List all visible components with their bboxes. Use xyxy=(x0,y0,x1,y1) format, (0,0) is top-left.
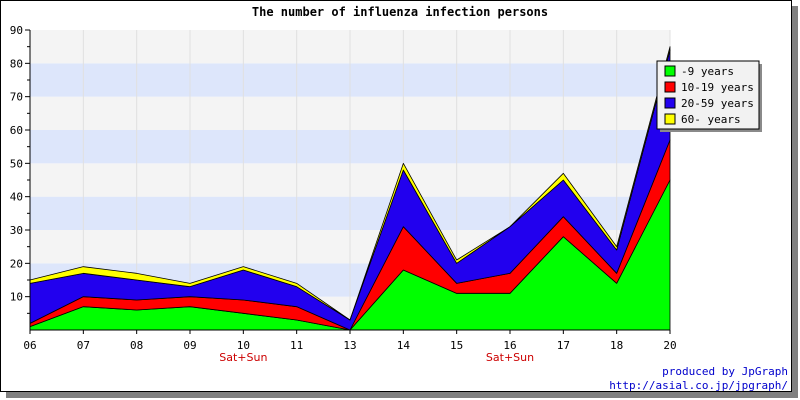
frame-shadow-bottom xyxy=(6,392,798,398)
y-tick-label: 30 xyxy=(10,224,23,237)
y-tick-label: 40 xyxy=(10,191,23,204)
y-tick-label: 60 xyxy=(10,124,23,137)
y-tick-label: 90 xyxy=(10,24,23,37)
x-tick-label: 18 xyxy=(610,339,623,352)
x-tick-label: 09 xyxy=(183,339,196,352)
x-tick-label: 16 xyxy=(503,339,516,352)
legend-label-4: 60- years xyxy=(681,113,741,126)
x-tick-label: 13 xyxy=(343,339,356,352)
frame-shadow-right xyxy=(792,6,798,398)
legend-swatch-4 xyxy=(664,113,676,125)
legend-swatch-1 xyxy=(664,65,676,77)
x-tick-label: 11 xyxy=(290,339,303,352)
legend-label-1: -9 years xyxy=(681,65,734,78)
x-tick-label: 06 xyxy=(23,339,36,352)
legend-swatch-3 xyxy=(664,97,676,109)
y-tick-label: 10 xyxy=(10,291,23,304)
chart-title: The number of influenza infection person… xyxy=(252,5,548,19)
x-tick-label: 20 xyxy=(663,339,676,352)
y-tick-label: 20 xyxy=(10,257,23,270)
x-tick-label: 15 xyxy=(450,339,463,352)
y-tick-label: 50 xyxy=(10,157,23,170)
y-tick-label: 80 xyxy=(10,57,23,70)
area-series-4 xyxy=(29,46,671,321)
x-tick-label: 14 xyxy=(397,339,411,352)
x-tick-label: 10 xyxy=(237,339,250,352)
x-tick-label: 07 xyxy=(77,339,90,352)
credit-line-1: produced by JpGraph xyxy=(662,365,788,378)
credit-text: produced by JpGraph http://asial.co.jp/j… xyxy=(609,365,788,393)
x-tick-label: 17 xyxy=(557,339,570,352)
legend-label-3: 20-59 years xyxy=(681,97,754,110)
x-tick-label: 08 xyxy=(130,339,143,352)
weekend-label: Sat+Sun xyxy=(219,351,267,364)
weekend-label: Sat+Sun xyxy=(486,351,534,364)
legend-swatch-2 xyxy=(664,81,676,93)
credit-line-2: http://asial.co.jp/jpgraph/ xyxy=(609,379,788,392)
legend-label-2: 10-19 years xyxy=(681,81,754,94)
y-tick-label: 70 xyxy=(10,91,23,104)
